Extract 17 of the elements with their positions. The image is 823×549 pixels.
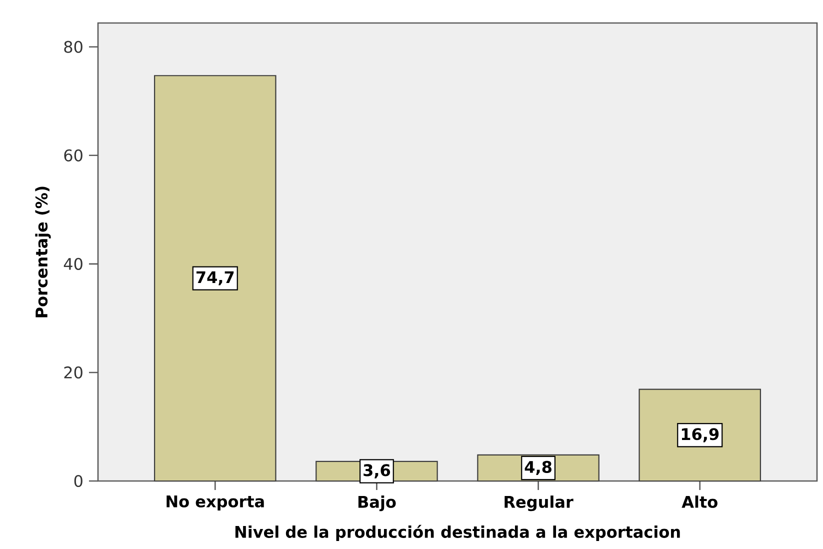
- y-tick-label: 80: [64, 40, 82, 53]
- x-axis-title: Nivel de la producción destinada a la exportacion: [235, 524, 680, 542]
- y-axis-title: Porcentaje (%): [35, 186, 51, 318]
- y-tick-label: 0: [74, 474, 82, 488]
- data-label: 74,7: [196, 271, 234, 286]
- bar: [154, 75, 276, 482]
- y-tick-label: 60: [64, 149, 82, 162]
- bar: [638, 388, 762, 482]
- x-tick-label: No exporta: [166, 496, 264, 511]
- y-tick-label: 20: [64, 366, 82, 379]
- data-label: 3,6: [364, 464, 390, 478]
- x-tick-label: Alto: [682, 496, 718, 508]
- data-label: 16,9: [682, 428, 719, 442]
- x-tick-label: Regular: [504, 496, 574, 512]
- data-label: 4,8: [524, 460, 552, 476]
- y-tick-label: 40: [64, 258, 82, 270]
- x-tick-label: Bajo: [358, 496, 396, 512]
